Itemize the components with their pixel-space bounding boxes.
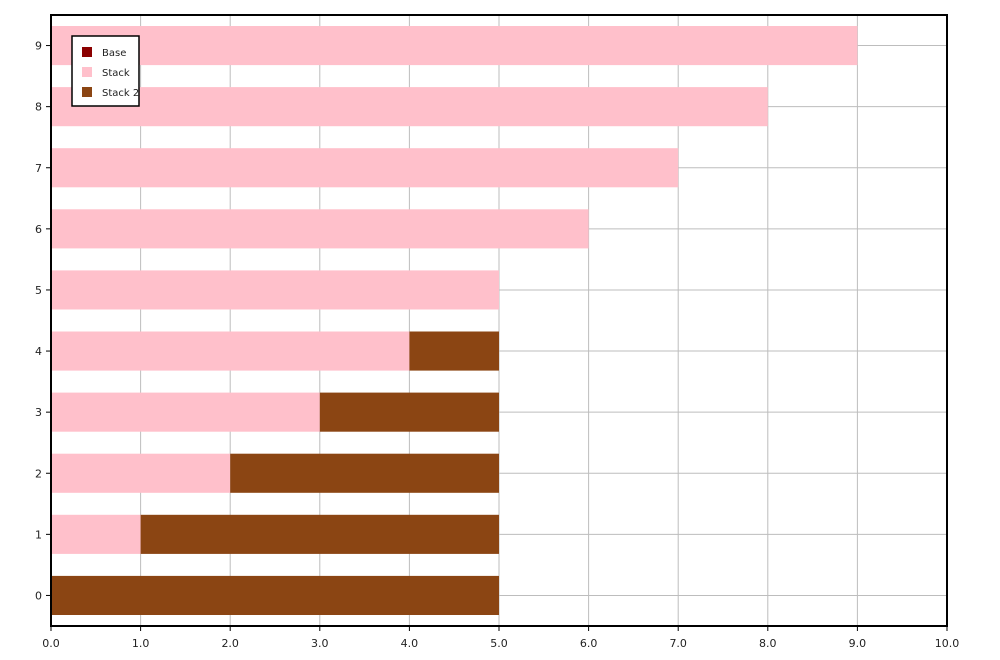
bar-stack-8 <box>51 87 768 127</box>
y-tick-label: 0 <box>35 589 42 602</box>
x-tick-label: 9.0 <box>849 637 867 650</box>
x-tick-label: 4.0 <box>401 637 419 650</box>
y-tick-label: 6 <box>35 223 42 236</box>
x-tick-label: 1.0 <box>132 637 150 650</box>
x-tick-label: 8.0 <box>759 637 777 650</box>
bar-stack-2-4 <box>409 331 499 371</box>
bar-stack-2-3 <box>319 392 499 432</box>
legend-label: Base <box>102 48 126 59</box>
bar-stack-2-2 <box>230 453 499 493</box>
x-tick-label: 6.0 <box>580 637 598 650</box>
bar-stack-4 <box>51 331 410 371</box>
legend-swatch <box>82 67 92 77</box>
bars <box>51 25 858 616</box>
legend-label: Stack 2 <box>102 88 139 99</box>
bar-stack-6 <box>51 209 589 249</box>
bar-stack-2 <box>51 453 231 493</box>
x-tick-label: 10.0 <box>935 637 960 650</box>
bar-stack-9 <box>51 25 858 66</box>
bar-stack-2-0 <box>51 575 499 616</box>
y-tick-label: 8 <box>35 101 42 114</box>
x-tick-label: 5.0 <box>490 637 508 650</box>
y-tick-label: 7 <box>35 162 42 175</box>
y-tick-label: 9 <box>35 40 42 53</box>
x-tick-label: 0.0 <box>42 637 60 650</box>
bar-stack-2-1 <box>140 514 499 554</box>
y-tick-label: 1 <box>35 528 42 541</box>
y-tick-label: 4 <box>35 345 42 358</box>
legend-label: Stack <box>102 68 130 79</box>
legend-swatch <box>82 47 92 57</box>
y-tick-label: 5 <box>35 284 42 297</box>
axis-ticks: 0.0 1.0 2.0 3.0 4.0 5.0 6.0 7.0 8.0 9.0 10.0 0 1 2 3 4 5… <box>35 40 959 650</box>
bar-stack-7 <box>51 148 679 188</box>
x-tick-label: 2.0 <box>221 637 239 650</box>
bar-stack-1 <box>51 514 141 554</box>
x-tick-label: 3.0 <box>311 637 329 650</box>
x-tick-label: 7.0 <box>669 637 687 650</box>
bar-stack-3 <box>51 392 320 432</box>
legend: Base Stack Stack 2 <box>71 35 140 107</box>
legend-swatch <box>82 87 92 97</box>
bar-stack-5 <box>51 270 499 310</box>
y-tick-label: 2 <box>35 467 42 480</box>
y-tick-label: 3 <box>35 406 42 419</box>
